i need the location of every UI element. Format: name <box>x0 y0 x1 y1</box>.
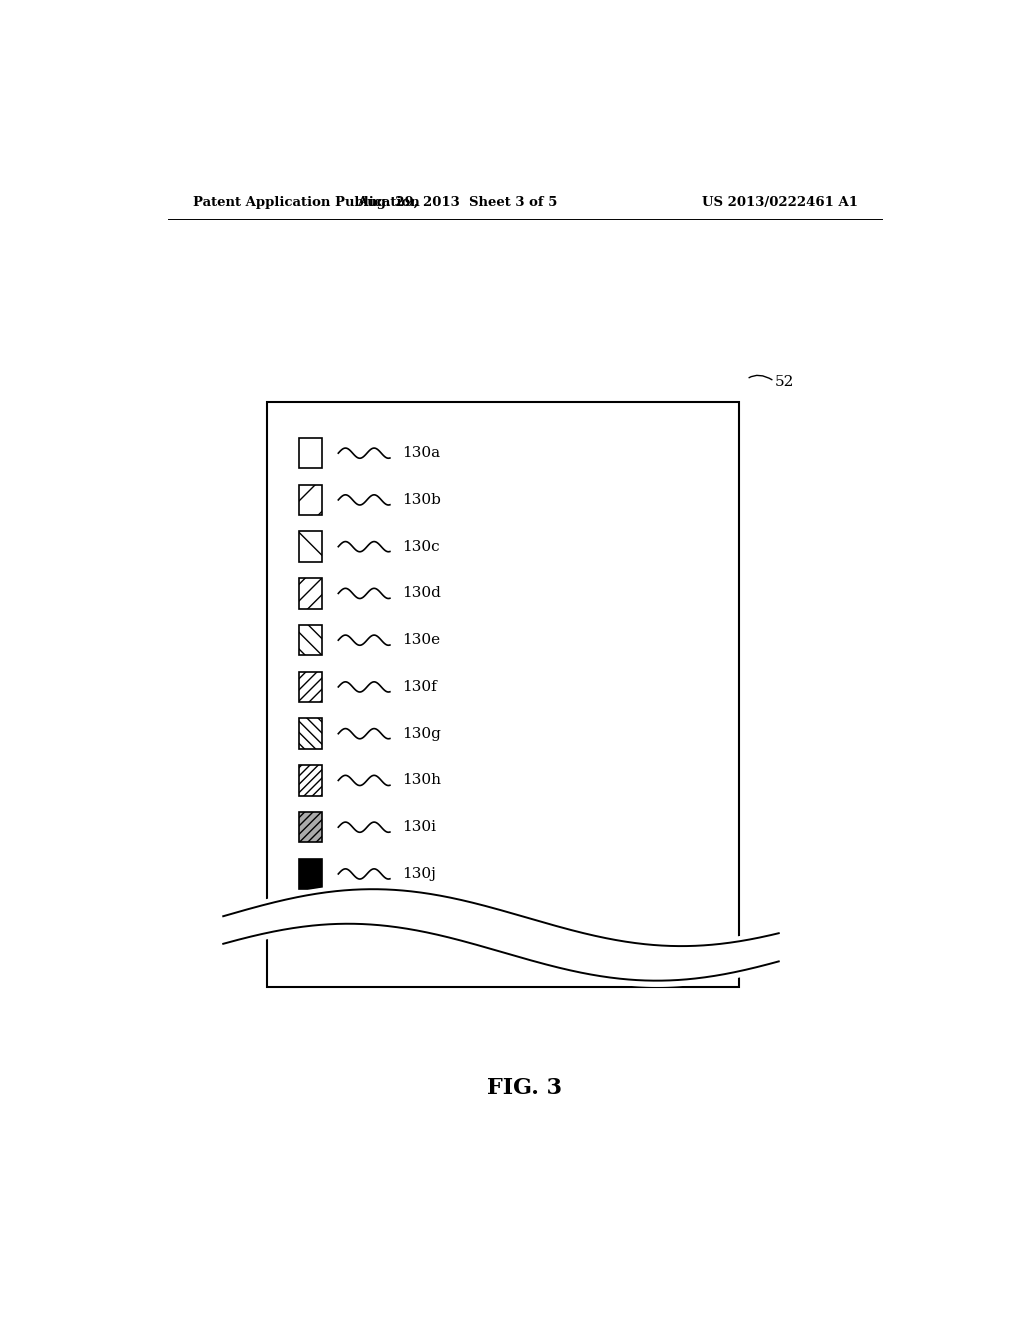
Text: 130g: 130g <box>401 727 440 741</box>
Bar <box>299 718 323 748</box>
Text: 130d: 130d <box>401 586 440 601</box>
Text: 52: 52 <box>775 375 795 389</box>
Bar <box>299 438 323 469</box>
Text: 130j: 130j <box>401 867 435 880</box>
Text: Aug. 29, 2013  Sheet 3 of 5: Aug. 29, 2013 Sheet 3 of 5 <box>357 197 557 209</box>
Bar <box>299 484 323 515</box>
Text: 130e: 130e <box>401 634 440 647</box>
Text: 130a: 130a <box>401 446 440 461</box>
Bar <box>299 859 323 890</box>
Text: Patent Application Publication: Patent Application Publication <box>194 197 420 209</box>
Text: 130i: 130i <box>401 820 436 834</box>
Text: US 2013/0222461 A1: US 2013/0222461 A1 <box>702 197 858 209</box>
Text: 130c: 130c <box>401 540 439 553</box>
Text: FIG. 3: FIG. 3 <box>487 1077 562 1100</box>
Bar <box>299 812 323 842</box>
Text: 130b: 130b <box>401 492 440 507</box>
Text: 130f: 130f <box>401 680 436 694</box>
Bar <box>299 766 323 796</box>
Bar <box>299 624 323 656</box>
Bar <box>299 578 323 609</box>
Bar <box>267 403 739 987</box>
Text: 130h: 130h <box>401 774 440 788</box>
Bar <box>299 532 323 562</box>
Bar <box>299 672 323 702</box>
